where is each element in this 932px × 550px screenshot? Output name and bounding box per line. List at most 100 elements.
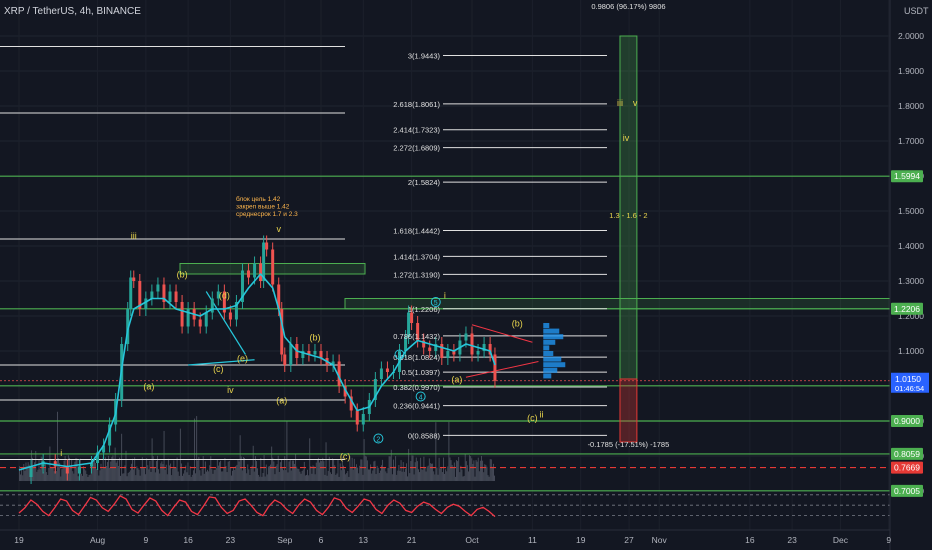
volume-bar	[333, 459, 335, 481]
volume-bar	[316, 459, 318, 481]
wave-label: (a)	[143, 382, 154, 392]
volume-bar	[33, 467, 35, 481]
volume-bar	[299, 471, 301, 481]
volume-bar	[26, 466, 28, 481]
volume-bar	[452, 466, 454, 481]
volume-bar	[321, 461, 323, 481]
x-tick-label: Nov	[652, 535, 668, 545]
volume-bar	[472, 463, 474, 481]
volume-bar	[184, 470, 186, 481]
volume-bar	[209, 465, 211, 481]
volume-bar	[289, 459, 291, 481]
volume-bar	[114, 447, 116, 481]
volume-bar	[227, 461, 229, 481]
volume-bar	[87, 476, 89, 481]
volume-bar	[341, 457, 343, 481]
volume-bar	[213, 469, 215, 481]
candle-body	[108, 424, 112, 446]
volume-bar	[241, 470, 243, 481]
volume-bar	[373, 461, 375, 481]
volume-bar	[308, 475, 310, 481]
volume-bar	[403, 471, 405, 481]
volume-bar	[332, 458, 334, 481]
volume-bar	[235, 466, 237, 481]
volume-bar	[474, 476, 476, 481]
volume-bar	[353, 458, 355, 481]
volume-bar	[435, 422, 437, 481]
fib-label: 0(0.8588)	[408, 431, 441, 440]
volume-bar	[240, 456, 242, 481]
price-series	[18, 235, 497, 484]
volume-bar	[436, 467, 438, 481]
candle-body	[247, 270, 251, 278]
candle-body	[343, 386, 347, 397]
volume-bar	[25, 462, 27, 481]
volume-bar	[205, 471, 207, 481]
candle-body	[301, 351, 305, 358]
fib-label: 3(1.9443)	[408, 51, 441, 60]
volume-bar	[346, 473, 348, 481]
volume-bar	[99, 470, 101, 481]
candle-body	[361, 414, 365, 425]
volume-bar	[313, 466, 315, 481]
volume-bar	[138, 469, 140, 481]
volume-bar	[408, 448, 410, 481]
volume-bar	[478, 471, 480, 481]
volume-bar	[171, 475, 173, 481]
volume-bar	[404, 468, 406, 481]
x-tick-label: 19	[14, 535, 24, 545]
volume-bar	[291, 460, 293, 481]
x-tick-label: Oct	[465, 535, 479, 545]
volume-bar	[395, 456, 397, 481]
volume-bar	[360, 459, 362, 481]
volume-bar	[103, 467, 105, 481]
volume-bar	[266, 474, 268, 481]
volume-bar	[154, 472, 156, 481]
volume-bar	[438, 457, 440, 481]
fib-label: 1.618(1.4442)	[393, 227, 440, 236]
volume-profile-bar	[543, 328, 560, 334]
x-tick-label: 21	[407, 535, 417, 545]
volume-bar	[421, 469, 423, 481]
volume-bar	[335, 474, 337, 481]
volume-bar	[94, 456, 95, 481]
volume-bar	[389, 456, 391, 481]
volume-bar	[127, 472, 129, 481]
volume-bar	[195, 473, 197, 481]
volume-bar	[256, 461, 257, 481]
volume-bar	[69, 457, 70, 481]
volume-bar	[220, 460, 222, 481]
volume-bar	[388, 456, 390, 481]
volume-bar	[392, 459, 394, 481]
volume-profile-bar	[543, 356, 562, 362]
volume-bar	[231, 475, 232, 481]
volume-bar	[108, 455, 110, 481]
volume-bar	[423, 456, 425, 481]
volume-bar	[237, 459, 239, 481]
volume-bar	[476, 461, 478, 481]
volume-bar	[148, 469, 150, 481]
candle-body	[404, 337, 408, 351]
volume-bar	[121, 433, 123, 481]
candle-body	[156, 284, 160, 292]
candle-body	[186, 309, 190, 327]
volume-bar	[219, 462, 220, 481]
circled-wave-label: 2	[376, 437, 380, 444]
x-tick-label: Sep	[277, 535, 292, 545]
volume-bar	[369, 469, 370, 481]
volume-bar	[336, 473, 338, 481]
volume-bar	[493, 463, 494, 481]
volume-bar	[197, 460, 199, 481]
candle-body	[53, 461, 57, 467]
volume-bar	[141, 457, 143, 481]
volume-bar	[306, 474, 307, 481]
volume-bar	[83, 466, 85, 481]
wave-label: i	[444, 291, 446, 301]
volume-bar	[304, 475, 306, 481]
volume-bar	[447, 466, 449, 481]
volume-bar	[276, 464, 278, 481]
volume-bar	[179, 428, 181, 481]
volume-bar	[211, 469, 213, 481]
volume-bar	[222, 471, 224, 481]
volume-bar	[311, 473, 313, 481]
